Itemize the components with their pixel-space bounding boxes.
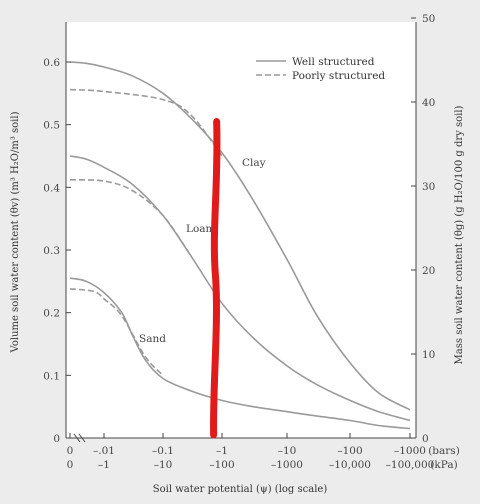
y-left-tick-label: 0.5: [43, 120, 60, 132]
legend-label-poorly-structured: Poorly structured: [292, 70, 385, 82]
curve-label-sand: Sand: [139, 333, 166, 345]
y-right-tick-label: 50: [422, 13, 435, 25]
x-tick-label-kpa: –10: [154, 459, 173, 471]
x-tick-label-bars: –0.1: [152, 445, 174, 457]
x-tick-label-kpa: –10,000: [329, 459, 371, 471]
series-sand-well-structured: [69, 277, 411, 430]
x-tick-label-bars: –.01: [93, 445, 115, 457]
y-left-tick-label: 0: [53, 433, 60, 445]
y-right-tick-label: 40: [422, 97, 435, 109]
y-right-tick-label: 30: [422, 181, 435, 193]
ticks-layer: 00.10.20.30.40.50.60102030405000–.01–1–0…: [43, 13, 435, 471]
x-tick-label-kpa: –100,000: [386, 459, 435, 471]
y-right-tick-label: 0: [422, 433, 429, 445]
y-left-tick-label: 0.1: [43, 370, 60, 382]
x-unit-bars: (bars): [428, 445, 460, 457]
series-layer: [69, 61, 411, 430]
y-axis-title-left: Volume soil water content (θv) (m³ H₂O/m…: [10, 111, 21, 353]
y-axis-title-right: Mass soil water content (θg) (g H₂O/100 …: [454, 105, 465, 364]
series-clay-well-structured: [69, 61, 411, 411]
series-sand-poorly-structured: [69, 288, 164, 376]
x-unit-kpa: (kPa): [430, 459, 457, 471]
x-tick-label-kpa: –1: [98, 459, 110, 471]
x-tick-label-bars: –1000: [394, 445, 426, 457]
x-tick-label-bars: 0: [67, 445, 74, 457]
curve-label-loam: Loam: [186, 223, 216, 235]
curve-label-clay: Clay: [242, 157, 266, 169]
x-axis-title: Soil water potential (ψ) (log scale): [153, 484, 328, 495]
x-tick-label-bars: –10: [278, 445, 297, 457]
series-clay-poorly-structured: [69, 88, 223, 157]
annotation-layer: [210, 118, 221, 439]
x-tick-label-kpa: –100: [209, 459, 234, 471]
red-hand-drawn-line: [210, 118, 221, 439]
y-left-tick-label: 0.4: [43, 182, 60, 194]
series-loam-poorly-structured: [69, 179, 192, 257]
x-tick-label-bars: –1: [216, 445, 228, 457]
y-left-tick-label: 0.3: [43, 245, 60, 257]
y-right-tick-label: 10: [422, 349, 435, 361]
y-left-tick-label: 0.2: [43, 308, 60, 320]
series-loam-well-structured: [69, 155, 411, 422]
x-tick-label-bars: –100: [337, 445, 362, 457]
legend-label-well-structured: Well structured: [292, 56, 375, 68]
x-tick-label-kpa: 0: [67, 459, 74, 471]
plot-area: [66, 22, 416, 438]
x-tick-label-kpa: –1000: [271, 459, 303, 471]
legend: Well structured Poorly structured: [256, 56, 385, 82]
axis-break-icon: [73, 433, 86, 443]
y-right-tick-label: 20: [422, 265, 435, 277]
y-left-tick-label: 0.6: [43, 57, 60, 69]
